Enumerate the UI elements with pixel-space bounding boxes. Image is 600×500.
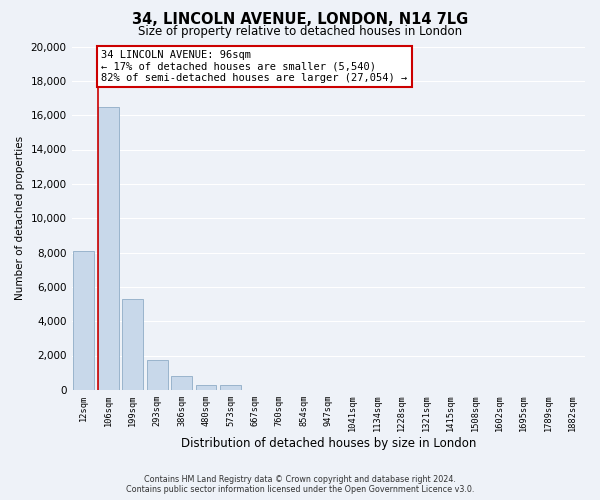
Bar bbox=[73, 251, 94, 390]
Text: Contains HM Land Registry data © Crown copyright and database right 2024.
Contai: Contains HM Land Registry data © Crown c… bbox=[126, 474, 474, 494]
Y-axis label: Number of detached properties: Number of detached properties bbox=[15, 136, 25, 300]
Bar bbox=[171, 376, 192, 390]
Bar bbox=[98, 106, 119, 390]
X-axis label: Distribution of detached houses by size in London: Distribution of detached houses by size … bbox=[181, 437, 476, 450]
Text: Size of property relative to detached houses in London: Size of property relative to detached ho… bbox=[138, 25, 462, 38]
Text: 34 LINCOLN AVENUE: 96sqm
← 17% of detached houses are smaller (5,540)
82% of sem: 34 LINCOLN AVENUE: 96sqm ← 17% of detach… bbox=[101, 50, 407, 83]
Bar bbox=[147, 360, 167, 390]
Bar bbox=[122, 299, 143, 390]
Text: 34, LINCOLN AVENUE, LONDON, N14 7LG: 34, LINCOLN AVENUE, LONDON, N14 7LG bbox=[132, 12, 468, 28]
Bar bbox=[196, 384, 217, 390]
Bar bbox=[220, 386, 241, 390]
